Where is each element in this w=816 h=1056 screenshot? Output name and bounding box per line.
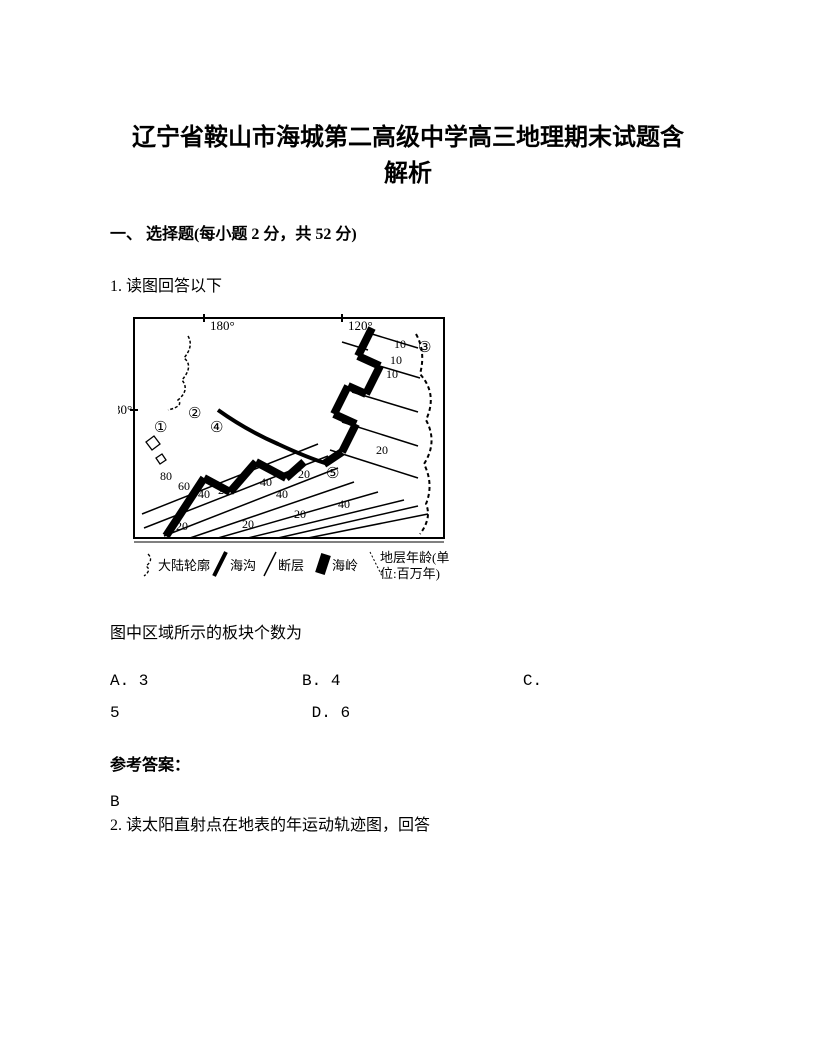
legend: 大陆轮廓 海沟 断层 海岭 地层年龄(单 位:百万年) — [144, 550, 449, 581]
legend-trench: 海沟 — [230, 558, 256, 573]
age-r2: 10 — [390, 353, 402, 367]
answer-value: B — [110, 793, 120, 811]
map-svg: 180° 120° 30° ① ② ③ ④ ⑤ 10 10 10 20 — [118, 314, 458, 586]
age-r4: 20 — [376, 443, 388, 457]
age-l1: 80 — [160, 469, 172, 483]
section-header: 一、 选择题(每小题 2 分，共 52 分) — [110, 220, 706, 244]
q1-options: A. 3 B. 4 C. 5 D. 6 — [110, 665, 706, 729]
title-line-2: 解析 — [384, 161, 432, 187]
age-l3: 40 — [198, 487, 210, 501]
age-l4: 20 — [218, 483, 230, 497]
answer-label: 参考答案： — [110, 751, 706, 775]
marker-4: ④ — [210, 420, 223, 436]
age-l5: 40 — [260, 475, 272, 489]
age-l9: 20 — [294, 507, 306, 521]
age-l7: 20 — [176, 519, 188, 533]
age-l11: 20 — [298, 467, 310, 481]
marker-2: ② — [188, 406, 201, 422]
q1-options-line2: 5 D. 6 — [110, 704, 350, 722]
title-line-1: 辽宁省鞍山市海城第二高级中学高三地理期末试题含 — [132, 125, 684, 151]
legend-ridge: 海岭 — [332, 558, 358, 573]
legend-age-1: 地层年龄(单 — [380, 550, 449, 565]
lon-180: 180° — [210, 318, 235, 333]
marker-3: ③ — [418, 340, 431, 356]
q2-lead: 2. 读太阳直射点在地表的年运动轨迹图，回答 — [110, 817, 430, 834]
answer-block: B 2. 读太阳直射点在地表的年运动轨迹图，回答 — [110, 793, 706, 835]
q1-lead: 1. 读图回答以下 — [110, 272, 706, 296]
age-r1: 10 — [394, 337, 406, 351]
q1-body: 图中区域所示的板块个数为 — [110, 619, 706, 643]
q1-figure: 180° 120° 30° ① ② ③ ④ ⑤ 10 10 10 20 — [118, 314, 706, 591]
age-l8: 20 — [242, 517, 254, 531]
age-l10: 40 — [338, 497, 350, 511]
legend-age-2: 位:百万年) — [380, 566, 440, 581]
map-frame — [134, 318, 444, 538]
q1-options-line1: A. 3 B. 4 C. — [110, 672, 542, 690]
legend-coast: 大陆轮廓 — [158, 558, 210, 573]
legend-fault: 断层 — [278, 558, 304, 573]
marker-1: ① — [154, 420, 167, 436]
age-r3: 10 — [386, 367, 398, 381]
age-l6: 40 — [276, 487, 288, 501]
page-title: 辽宁省鞍山市海城第二高级中学高三地理期末试题含 解析 — [110, 120, 706, 192]
age-l2: 60 — [178, 479, 190, 493]
